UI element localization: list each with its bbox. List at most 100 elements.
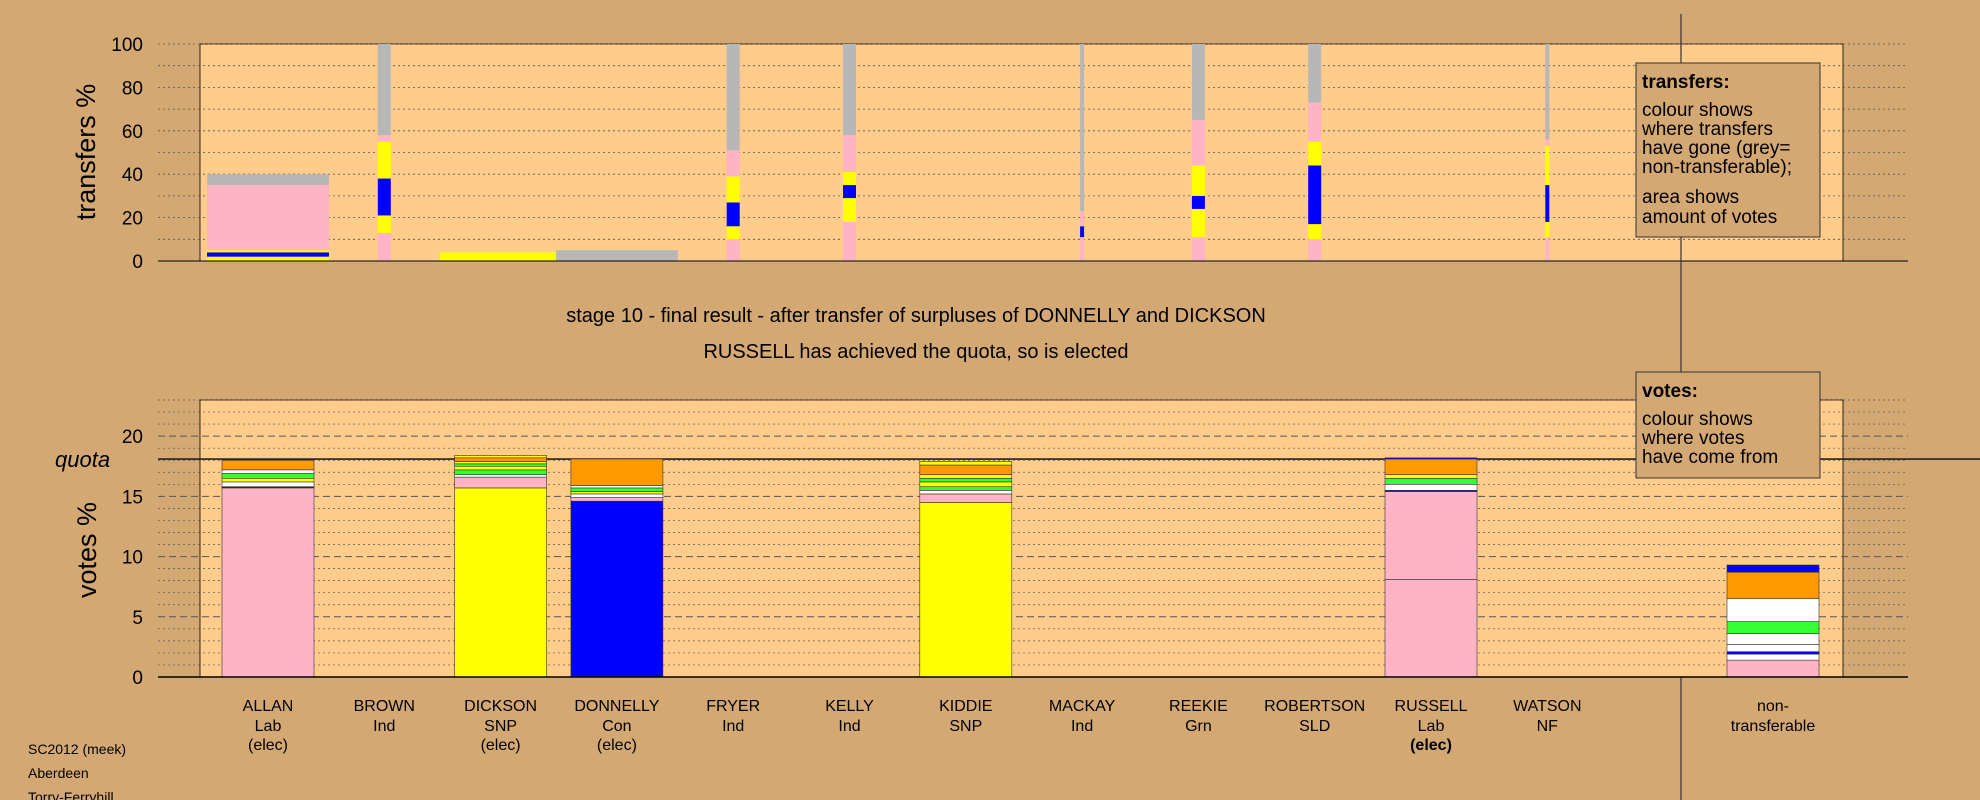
vote-segment-russell (1384, 491, 1478, 580)
transfers-bars (207, 44, 1550, 261)
vote-segment-dickson (454, 457, 547, 462)
transfer-segment-mackay (1080, 237, 1085, 261)
votes-legend-line: where votes (1641, 428, 1744, 449)
transfer-segment-kelly (843, 44, 856, 136)
category-party-allan: Lab (255, 718, 282, 735)
transfer-segment-kelly (843, 221, 856, 261)
transfers-y-axis: 0 20 40 60 80 100 (111, 35, 1908, 273)
footer-election: SC2012 (meek) (28, 741, 126, 757)
transfer-segment-kelly (843, 172, 856, 186)
votes-y-tick-label: 5 (132, 608, 143, 629)
transfer-segment-brown (377, 141, 391, 179)
transfer-segment-mackay (1080, 44, 1085, 212)
transfer-segment-watson (1545, 139, 1550, 146)
transfer-segment-fryer (726, 176, 740, 203)
votes-y-tick-label: 20 (122, 427, 143, 448)
category-status-russell: (elec) (1410, 737, 1452, 754)
vote-segment-russell (1384, 477, 1478, 485)
votes-panel: 0 5 10 15 20 ALLAN Lab (elec) BROWN Ind DICKSON SN… (55, 399, 1980, 754)
vote-segment-russell (1384, 458, 1478, 475)
votes-legend-title: votes: (1642, 381, 1698, 402)
votes-plot-area (199, 399, 1844, 678)
vote-segment-donnelly (570, 500, 664, 678)
category-name-fryer: FRYER (706, 698, 760, 715)
votes-y-axis: 0 5 10 15 20 (122, 427, 1908, 689)
vote-segment-russell (1384, 457, 1478, 460)
category-name-kiddie: KIDDIE (939, 698, 992, 715)
category-party-fryer: Ind (722, 718, 744, 735)
transfer-segment-reekie (1191, 165, 1205, 196)
transfer-segment-robertson (1308, 44, 1322, 103)
transfers-legend-line: have gone (grey= (1642, 138, 1790, 159)
transfer-segment-donnelly (555, 258, 678, 261)
transfer-segment-allan (207, 256, 329, 261)
transfer-segment-reekie (1191, 237, 1205, 261)
result-caption: RUSSELL has achieved the quota, so is el… (703, 341, 1128, 363)
vote-segment-russell (1384, 474, 1478, 479)
transfer-segment-reekie (1191, 44, 1205, 120)
vote-segment-kiddie (919, 461, 1013, 466)
transfer-segment-fryer (726, 239, 740, 261)
stage-caption: stage 10 - final result - after transfer… (566, 305, 1266, 327)
category-party-nontransferable: transferable (1731, 718, 1816, 735)
transfers-gridlines (158, 43, 1908, 240)
votes-legend-line: have come from (1642, 447, 1778, 468)
category-party-watson: NF (1537, 718, 1559, 735)
vote-segment-allan (221, 477, 315, 483)
vote-segment-kiddie (919, 477, 1013, 483)
vote-segment-dickson (454, 487, 547, 678)
vote-segment-nontransferable (1726, 653, 1820, 661)
category-status-dickson: (elec) (481, 737, 521, 754)
footer-council: Aberdeen (28, 765, 89, 781)
category-name-brown: BROWN (354, 698, 415, 715)
transfers-y-tick-label: 40 (122, 165, 143, 186)
vote-segment-kiddie (919, 481, 1013, 488)
vote-segment-donnelly (570, 493, 664, 498)
transfers-legend-line: amount of votes (1642, 207, 1777, 228)
vote-segment-nontransferable (1726, 621, 1820, 634)
category-party-donnelly: Con (602, 718, 631, 735)
vote-segment-allan (221, 481, 315, 488)
category-name-reekie: REEKIE (1169, 698, 1228, 715)
transfer-segment-watson (1545, 145, 1550, 186)
transfer-segment-mackay (1080, 226, 1085, 238)
category-party-kiddie: SNP (949, 718, 982, 735)
transfer-segment-fryer (726, 150, 740, 177)
transfers-y-axis-label: transfers % (71, 84, 101, 221)
votes-legend-box (1635, 371, 1821, 479)
transfers-y-tick-label: 100 (111, 35, 143, 56)
transfers-y-tick-label: 60 (122, 122, 143, 143)
votes-y-tick-label: 15 (122, 487, 143, 508)
votes-y-axis-label: votes % (72, 502, 102, 598)
vote-segment-nontransferable (1726, 571, 1820, 600)
transfers-legend: transfers: colour shows where transfers … (1635, 62, 1821, 238)
vote-segment-dickson (454, 461, 547, 465)
category-party-russell: Lab (1418, 718, 1445, 735)
vote-segment-dickson (454, 474, 547, 478)
quota-label: quota (55, 447, 110, 472)
votes-gridlines (158, 399, 1980, 666)
vote-segment-allan (221, 459, 315, 471)
transfers-legend-line: area shows (1642, 187, 1739, 208)
transfer-segment-allan (207, 185, 329, 246)
vote-segment-kiddie (919, 474, 1013, 479)
votes-y-tick-label: 0 (132, 668, 143, 689)
transfers-legend-title: transfers: (1642, 72, 1730, 93)
category-status-donnelly: (elec) (597, 737, 637, 754)
vote-segment-donnelly (570, 491, 664, 495)
vote-segment-dickson (454, 455, 547, 459)
transfer-segment-reekie (1191, 195, 1205, 209)
category-party-reekie: Grn (1185, 718, 1212, 735)
vote-segment-nontransferable (1726, 598, 1820, 622)
transfer-segment-fryer (726, 44, 740, 151)
vote-segment-nontransferable (1726, 644, 1820, 653)
category-name-dickson: DICKSON (464, 698, 537, 715)
transfer-segment-mackay (1080, 211, 1085, 227)
transfers-legend-line: non-transferable); (1642, 157, 1792, 178)
transfers-y-tick-label: 20 (122, 209, 143, 230)
vote-segment-donnelly (570, 487, 664, 492)
category-party-brown: Ind (373, 718, 395, 735)
transfer-segment-brown (377, 178, 391, 216)
transfer-segment-allan (207, 252, 329, 257)
